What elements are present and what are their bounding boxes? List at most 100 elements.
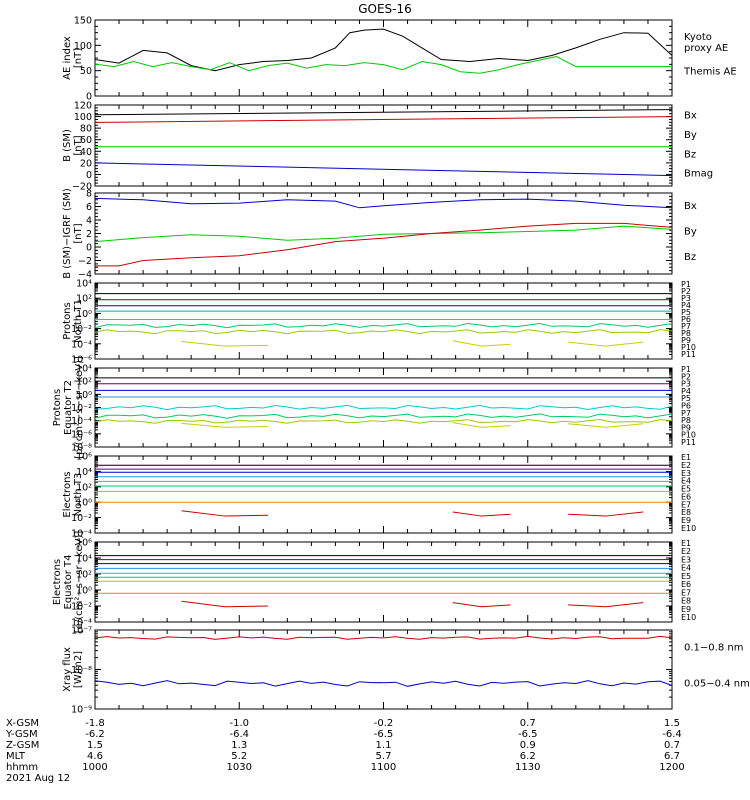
chart-title: GOES-16 bbox=[358, 2, 412, 16]
series-line-bmag bbox=[94, 109, 673, 116]
y-axis-label-line: [p/(cm²−s−sr−keV)] bbox=[74, 356, 85, 459]
time-axis-row-label: Z-GSM bbox=[6, 740, 39, 751]
y-tick-label: 40 bbox=[80, 147, 92, 158]
y-tick-label: 10² bbox=[76, 294, 92, 305]
series-line-p7 bbox=[94, 418, 673, 424]
legend-entry: Themis AE bbox=[683, 66, 737, 77]
y-tick-label: 10⁰ bbox=[76, 390, 92, 401]
time-axis-value: -1.0 bbox=[229, 718, 249, 729]
legend-entry: P6 bbox=[681, 315, 691, 324]
legend-entry-line: Bx bbox=[684, 201, 697, 212]
y-axis-label-line: [nT] bbox=[73, 223, 84, 243]
time-axis-value: -6.5 bbox=[374, 729, 394, 740]
y-axis-label-line: Xray flux bbox=[62, 647, 73, 692]
legend-entry-line: Bz bbox=[684, 252, 696, 263]
legend-entry: E3 bbox=[681, 469, 691, 478]
y-tick-label: 4 bbox=[86, 216, 92, 227]
legend-entry: Bx bbox=[684, 111, 697, 122]
time-axis-row-label: Y-GSM bbox=[5, 729, 38, 740]
y-axis-label-line: Equator T2 bbox=[63, 380, 74, 435]
legend-entry: E6 bbox=[681, 580, 691, 589]
y-axis-label: B (SM)−IGRF (SM)[nT] bbox=[62, 188, 84, 279]
legend-entry: P4 bbox=[681, 387, 691, 396]
y-axis-label-line: Protons bbox=[52, 389, 63, 426]
y-tick-label: 10⁶ bbox=[76, 538, 92, 549]
panel-frame bbox=[94, 192, 673, 275]
y-tick-label: 10⁻⁷ bbox=[71, 626, 92, 637]
legend-entry: P7 bbox=[681, 409, 691, 418]
y-tick-label: 10⁰ bbox=[76, 309, 92, 320]
y-axis-label: ElectronsNorth T3 bbox=[62, 471, 84, 517]
time-axis-value: 5.2 bbox=[231, 751, 247, 762]
series-line-p8-segment bbox=[568, 341, 644, 347]
series-line-bz bbox=[94, 116, 673, 123]
legend-entry-line: 0.05−0.4 nm bbox=[684, 678, 750, 689]
time-axis-row-label: X-GSM bbox=[6, 718, 39, 729]
legend-entry: P4 bbox=[681, 301, 691, 310]
y-tick-label: 80 bbox=[80, 124, 92, 135]
time-axis-value: 6.7 bbox=[664, 751, 680, 762]
y-tick-label: 0 bbox=[86, 243, 92, 254]
y-tick-label: −20 bbox=[72, 182, 92, 193]
series-line-e9-segment bbox=[452, 602, 511, 608]
y-tick-label: 2 bbox=[86, 229, 92, 240]
series-line-e9-segment bbox=[452, 511, 511, 517]
legend-entry: P5 bbox=[681, 394, 691, 403]
panel-frame bbox=[94, 541, 673, 623]
y-tick-label: 10⁻⁴ bbox=[71, 618, 92, 629]
panel-frame bbox=[94, 629, 673, 710]
legend-entry: Bx bbox=[684, 201, 697, 212]
y-tick-label: 10⁻² bbox=[71, 513, 92, 524]
y-tick-label: 10⁴ bbox=[76, 554, 92, 565]
time-axis-value: 1030 bbox=[227, 762, 252, 773]
legend-entry: 0.05−0.4 nm bbox=[684, 678, 750, 689]
y-axis-label: ElectronsEquator T4[e/(cm²−s−sr−keV)] bbox=[52, 531, 85, 634]
time-axis-table: X-GSM -1.8 -1.0 -0.2 0.7 1.5 Y-GSM -6.2 -6.4 -6.5… bbox=[5, 718, 685, 784]
legend-entry: E4 bbox=[681, 564, 691, 573]
y-axis-label-line: Electrons bbox=[52, 559, 63, 605]
legend-entry: E8 bbox=[681, 597, 691, 606]
time-axis-value: 5.7 bbox=[376, 751, 392, 762]
series-line-e9-segment bbox=[568, 602, 644, 608]
y-tick-label: 10⁴ bbox=[76, 279, 92, 290]
legend-entry: E2 bbox=[681, 461, 691, 470]
time-axis-value: -6.4 bbox=[229, 729, 249, 740]
panel-frame bbox=[94, 19, 673, 97]
y-tick-label: 10⁻⁴ bbox=[71, 339, 92, 350]
legend-entry: E1 bbox=[681, 453, 691, 462]
y-tick-label: 10⁻⁹ bbox=[71, 705, 92, 716]
legend-entry: P1 bbox=[681, 280, 691, 289]
y-tick-label: 10⁻² bbox=[71, 324, 92, 335]
legend-entry: Bz bbox=[684, 149, 696, 160]
series-line-p8-segment bbox=[452, 340, 511, 347]
legend-entry: E2 bbox=[681, 547, 691, 556]
legend-entry: P8 bbox=[681, 329, 691, 338]
legend-entry: E7 bbox=[681, 588, 691, 597]
y-tick-label: 10⁻⁴ bbox=[71, 416, 92, 427]
y-tick-label: 8 bbox=[86, 189, 92, 200]
panel-protons_t2: 10⁻⁸10⁻⁶10⁻⁴10⁻²10⁰10²10⁴ProtonsEquator … bbox=[52, 356, 696, 459]
legend-entry: P3 bbox=[681, 380, 691, 389]
y-tick-label: 10⁻⁸ bbox=[71, 665, 92, 676]
legend-entry: P11 bbox=[681, 350, 696, 359]
series-line-p6 bbox=[94, 413, 673, 419]
series-line-bx bbox=[94, 197, 673, 209]
y-tick-label: 10⁻⁶ bbox=[71, 429, 92, 440]
y-axis-label-line: Protons bbox=[62, 302, 73, 339]
y-axis-label-line: [W/m2] bbox=[73, 651, 84, 688]
legend-entry: P3 bbox=[681, 294, 691, 303]
series-line-p6 bbox=[94, 322, 673, 329]
time-axis-value: 1.1 bbox=[376, 740, 392, 751]
y-tick-label: 10⁶ bbox=[76, 452, 92, 463]
legend-entry: E8 bbox=[681, 508, 691, 517]
series-line-e9-segment bbox=[181, 600, 269, 608]
legend-entry: P8 bbox=[681, 416, 691, 425]
y-tick-label: −2 bbox=[78, 256, 92, 267]
time-axis-value: -0.2 bbox=[374, 718, 394, 729]
y-axis-label-line: [nT] bbox=[73, 48, 84, 68]
time-axis-value: 1.5 bbox=[87, 740, 103, 751]
y-tick-label: 10⁻⁴ bbox=[71, 529, 92, 540]
